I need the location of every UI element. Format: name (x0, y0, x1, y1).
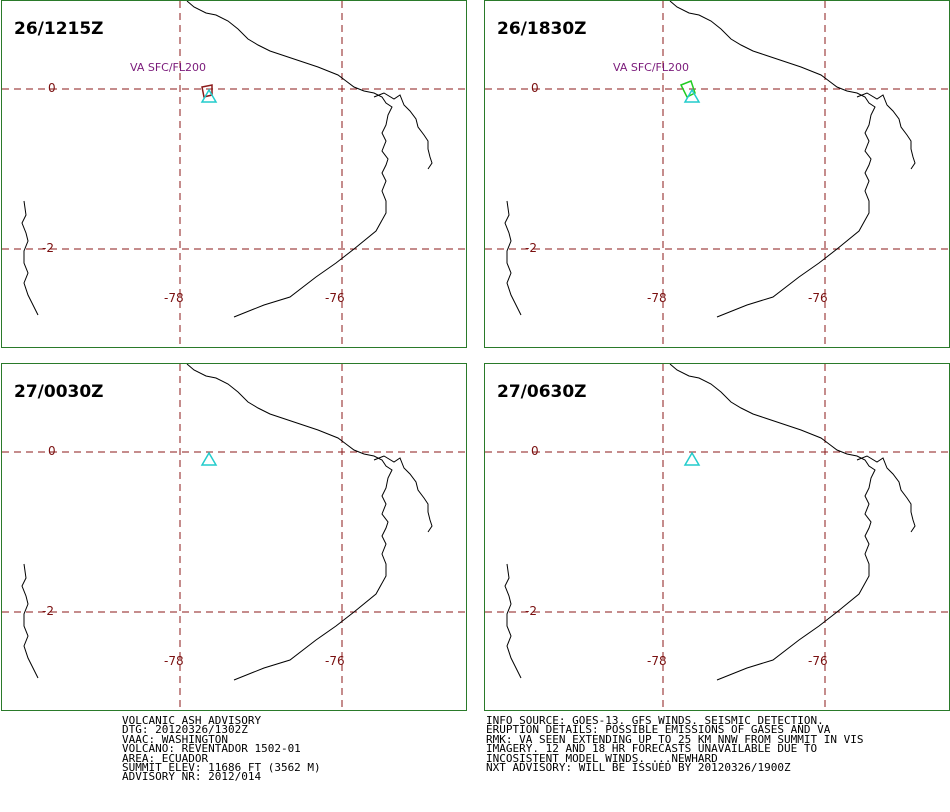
panel-time: 27/0630Z (497, 382, 587, 402)
lat-label-2: -2 (42, 241, 54, 255)
coastline (186, 364, 393, 681)
lon-label-76: -76 (808, 291, 828, 305)
volcano-triangle-icon (683, 451, 701, 466)
panel-time: 27/0030Z (14, 382, 104, 402)
advisory-line: VAAC: WASHINGTON (122, 732, 228, 746)
map-canvas (485, 1, 949, 347)
advisory-line: VOLCANO: REVENTADOR 1502-01 (122, 742, 301, 756)
lat-label-2: -2 (525, 241, 537, 255)
advisory-line: RMK: VA SEEN EXTENDING UP TO 25 KM NNW F… (486, 732, 864, 746)
advisory-line: INFO SOURCE: GOES-13. GFS WINDS. SEISMIC… (486, 714, 824, 727)
lon-label-76: -76 (325, 654, 345, 668)
advisory-line: AREA: ECUADOR (122, 751, 209, 765)
advisory-line: DTG: 20120326/1302Z (122, 723, 248, 737)
lon-label-78: -78 (647, 654, 667, 668)
map-panel-2: 26/1830Z VA SFC/FL200 0 -2 -78 -76 (484, 0, 950, 348)
coastline (669, 1, 876, 318)
advisory-line: SUMMIT ELEV: 11686 FT (3562 M) (122, 760, 321, 774)
panel-time: 26/1215Z (14, 19, 104, 39)
map-panel-3: 27/0030Z 0 -2 -78 -76 (1, 363, 467, 711)
lon-label-78: -78 (647, 291, 667, 305)
coastline (186, 1, 393, 318)
advisory-line: IMAGERY. 12 AND 18 HR FORECASTS UNAVAILA… (486, 742, 818, 756)
coastline-west (21, 200, 39, 316)
advisory-line: NXT ADVISORY: WILL BE ISSUED BY 20120326… (486, 760, 791, 774)
ash-label: VA SFC/FL200 (130, 61, 206, 74)
lon-label-76: -76 (808, 654, 828, 668)
map-canvas (2, 1, 466, 347)
ash-cloud-polygon (679, 80, 696, 99)
map-canvas (2, 364, 466, 710)
volcano-triangle-icon (683, 88, 701, 103)
coastline (373, 92, 433, 170)
lat-label-2: -2 (42, 604, 54, 618)
ash-cloud-polygon (201, 84, 213, 98)
advisory-header-text: VOLCANIC ASH ADVISORY DTG: 20120326/1302Z… (122, 714, 321, 784)
map-canvas (485, 364, 949, 710)
coastline (856, 92, 916, 170)
lat-label-0: 0 (531, 81, 539, 95)
lat-label-2: -2 (525, 604, 537, 618)
panel-time: 26/1830Z (497, 19, 587, 39)
map-panel-4: 27/0630Z 0 -2 -78 -76 (484, 363, 950, 711)
coastline (373, 455, 433, 533)
map-panel-1: 26/1215Z VA SFC/FL200 0 -2 -78 -76 (1, 0, 467, 348)
lon-label-76: -76 (325, 291, 345, 305)
lat-label-0: 0 (531, 444, 539, 458)
lat-label-0: 0 (48, 444, 56, 458)
volcano-triangle-icon (200, 451, 218, 466)
lat-label-0: 0 (48, 81, 56, 95)
coastline (856, 455, 916, 533)
coastline-west (504, 200, 522, 316)
lon-label-78: -78 (164, 654, 184, 668)
advisory-line: VOLCANIC ASH ADVISORY (122, 714, 262, 727)
advisory-line: ADVISORY NR: 2012/014 (122, 770, 262, 784)
coastline-west (504, 563, 522, 679)
advisory-line: ERUPTION DETAILS: POSSIBLE EMISSIONS OF … (486, 723, 831, 737)
coastline (669, 364, 876, 681)
advisory-line: INCOSISTENT MODEL WINDS. ...NEWHARD (486, 751, 718, 765)
volcano-triangle-icon (200, 88, 218, 103)
advisory-remarks-text: INFO SOURCE: GOES-13. GFS WINDS. SEISMIC… (486, 714, 864, 774)
lon-label-78: -78 (164, 291, 184, 305)
coastline-west (21, 563, 39, 679)
ash-label: VA SFC/FL200 (613, 61, 689, 74)
